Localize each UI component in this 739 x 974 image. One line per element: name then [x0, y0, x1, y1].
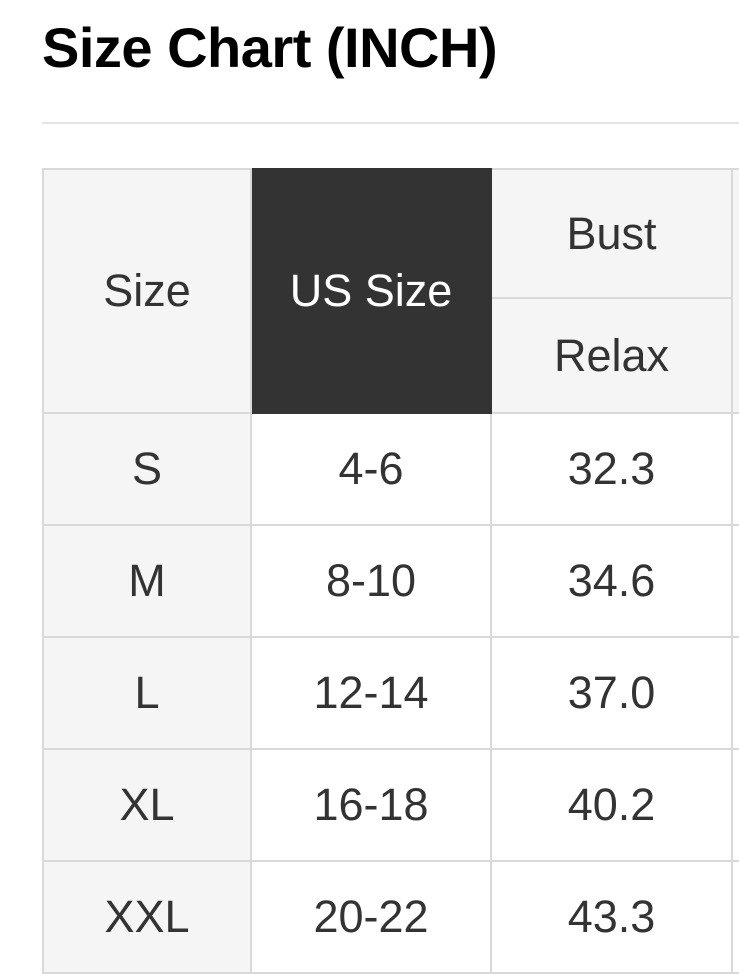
size-cell: L [42, 636, 252, 751]
size-cell: XXL [42, 860, 252, 974]
table-row: M 8-10 34.6 [42, 524, 739, 639]
us-size-cell: 4-6 [250, 412, 492, 527]
overflow-cell [731, 412, 739, 527]
overflow-cell [731, 524, 739, 639]
size-cell: M [42, 524, 252, 639]
overflow-cell [731, 860, 739, 974]
header-cell-relax: Relax [490, 297, 733, 415]
bust-cell: 37.0 [490, 636, 733, 751]
overflow-cell [731, 748, 739, 863]
size-chart-section: Size Chart (INCH) Size US Size Bust Rela… [42, 0, 739, 974]
header-cell-bust: Bust [490, 168, 733, 300]
size-cell: XL [42, 748, 252, 863]
table-row: XL 16-18 40.2 [42, 748, 739, 863]
header-cell-overflow [731, 168, 739, 415]
page-title: Size Chart (INCH) [42, 16, 498, 79]
overflow-cell [731, 636, 739, 751]
table-row: L 12-14 37.0 [42, 636, 739, 751]
header-cell-size: Size [42, 168, 252, 415]
size-chart-table: Size US Size Bust Relax S 4-6 32.3 M 8-1… [42, 168, 739, 974]
bust-cell: 40.2 [490, 748, 733, 863]
bust-cell: 32.3 [490, 412, 733, 527]
bust-cell: 43.3 [490, 860, 733, 974]
header-cell-us-size: US Size [250, 168, 492, 415]
us-size-cell: 8-10 [250, 524, 492, 639]
table-row: XXL 20-22 43.3 [42, 860, 739, 974]
table-header-row-bottom: Relax [43, 297, 739, 415]
bust-cell: 34.6 [490, 524, 733, 639]
size-cell: S [42, 412, 252, 527]
table-header-row-top: Size US Size Bust [42, 168, 739, 415]
title-divider [42, 122, 739, 125]
table-row: S 4-6 32.3 [42, 412, 739, 527]
us-size-cell: 12-14 [250, 636, 492, 751]
us-size-cell: 20-22 [250, 860, 492, 974]
us-size-cell: 16-18 [250, 748, 492, 863]
